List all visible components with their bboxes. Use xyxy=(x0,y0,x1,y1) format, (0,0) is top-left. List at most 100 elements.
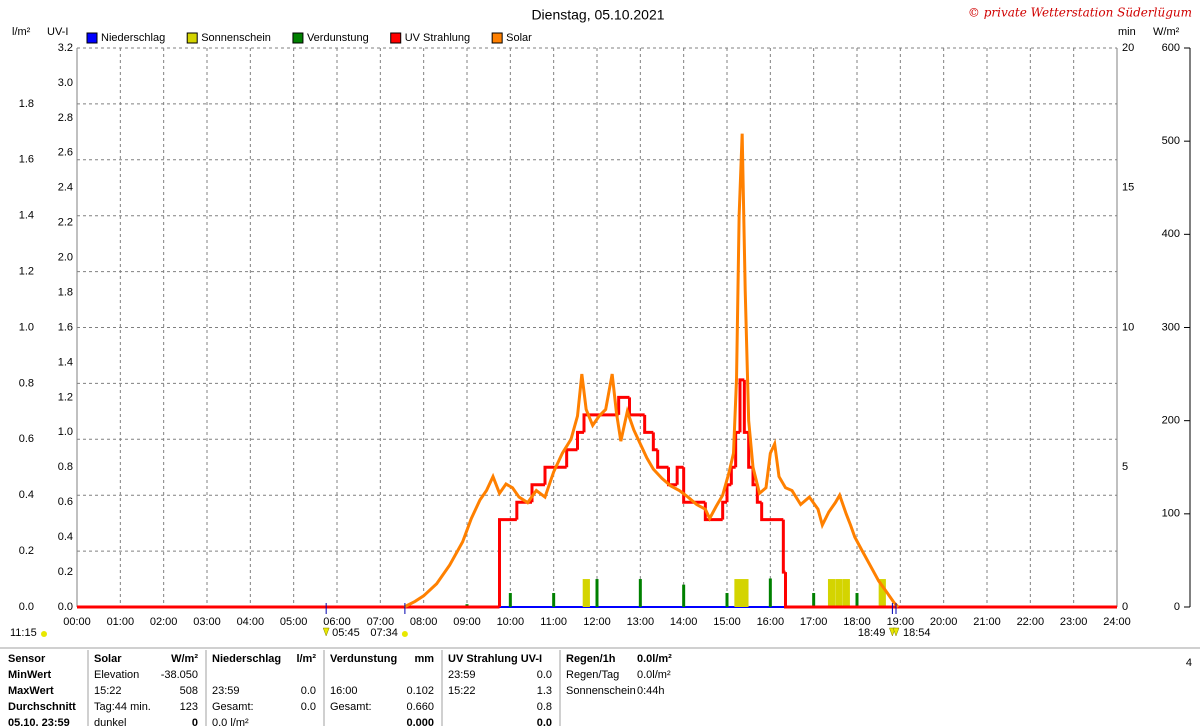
y-tick-label: 15 xyxy=(1122,182,1134,194)
table-cell: Tag:44 min. xyxy=(94,701,151,713)
table-cell: Gesamt: xyxy=(330,701,372,713)
axis-label: W/m² xyxy=(1153,26,1180,38)
x-tick-label: 22:00 xyxy=(1017,616,1045,628)
y-tick-label: 0.0 xyxy=(19,601,34,613)
table-cell: Elevation xyxy=(94,669,139,681)
table-cell: UV Strahlung UV-I xyxy=(448,653,542,665)
sun-time: 18:49 xyxy=(858,627,886,639)
uv-step xyxy=(781,519,786,574)
x-tick-label: 00:00 xyxy=(63,616,91,628)
table-cell: 0.000 xyxy=(406,717,434,726)
table-cell: 23:59 xyxy=(448,669,476,681)
y-tick-label: 2.4 xyxy=(58,182,73,194)
uv-step xyxy=(656,449,669,469)
y-tick-label: 3.2 xyxy=(58,42,73,54)
uv-step xyxy=(682,467,706,504)
x-tick-label: 06:00 xyxy=(323,616,351,628)
x-tick-label: 15:00 xyxy=(713,616,741,628)
sunshine-bar xyxy=(835,579,843,607)
table-cell: 0.102 xyxy=(406,685,434,697)
sunshine-bar xyxy=(842,579,850,607)
y-tick-label: 200 xyxy=(1162,415,1180,427)
x-tick-label: 09:00 xyxy=(453,616,481,628)
uv-step xyxy=(721,500,727,520)
y-tick-label: 0.2 xyxy=(19,545,34,557)
x-tick-label: 21:00 xyxy=(973,616,1001,628)
legend-label: Sonnenschein xyxy=(201,32,271,44)
table-cell: Regen/Tag xyxy=(566,669,619,681)
table-cell: 0:44h xyxy=(637,685,665,697)
day-length: 11:15 xyxy=(10,627,37,639)
y-tick-label: 0.0 xyxy=(58,601,73,613)
x-tick-label: 01:00 xyxy=(107,616,135,628)
y-tick-label: 20 xyxy=(1122,42,1134,54)
table-cell: 0.0 xyxy=(301,701,316,713)
uv-step xyxy=(784,572,1117,609)
uv-step xyxy=(628,397,645,417)
table-cell: Verdunstung xyxy=(330,653,397,665)
uv-step xyxy=(760,502,784,522)
uv-step xyxy=(734,430,740,468)
y-tick-label: 3.0 xyxy=(58,77,73,89)
y-tick-label: 2.2 xyxy=(58,217,73,229)
x-tick-label: 08:00 xyxy=(410,616,438,628)
edge-label: 4 xyxy=(1186,657,1192,669)
y-tick-label: 0.6 xyxy=(58,496,73,508)
y-tick-label: 2.0 xyxy=(58,252,73,264)
table-cell: 1.3 xyxy=(537,685,552,697)
table-cell: 15:22 xyxy=(94,685,122,697)
table-cell: 0.0 xyxy=(301,685,316,697)
uv-step xyxy=(617,395,630,415)
watermark: © private Wetterstation Süderlügum xyxy=(968,6,1192,20)
uv-step xyxy=(725,483,732,503)
chart-title: Dienstag, 05.10.2021 xyxy=(531,7,664,23)
y-tick-label: 0.6 xyxy=(19,433,34,445)
table-cell: 0.660 xyxy=(406,701,434,713)
y-tick-label: 0.2 xyxy=(58,566,73,578)
legend-swatch xyxy=(390,32,402,44)
sun-time: 18:54 xyxy=(903,627,931,639)
y-tick-label: 400 xyxy=(1162,228,1180,240)
table-cell: 16:00 xyxy=(330,685,358,697)
y-tick-label: 0 xyxy=(1122,601,1128,613)
y-tick-label: 0.4 xyxy=(19,489,34,501)
series-line xyxy=(403,133,900,609)
axis-label: l/m² xyxy=(12,26,31,38)
x-tick-label: 17:00 xyxy=(800,616,828,628)
table-cell: l/m² xyxy=(296,653,316,665)
legend-label: Niederschlag xyxy=(101,32,165,44)
y-tick-label: 1.2 xyxy=(58,391,73,403)
sun-marker xyxy=(892,627,900,637)
x-tick-label: 18:00 xyxy=(843,616,871,628)
table-cell: -38.050 xyxy=(161,669,198,681)
y-tick-label: 1.2 xyxy=(19,266,34,278)
table-cell: 0.0 xyxy=(537,669,552,681)
table-cell: 05.10. 23:59 xyxy=(8,717,70,726)
table-cell: 23:59 xyxy=(212,685,240,697)
x-tick-label: 20:00 xyxy=(930,616,958,628)
legend-swatch xyxy=(86,32,98,44)
y-tick-label: 2.6 xyxy=(58,147,73,159)
y-tick-label: 1.6 xyxy=(58,321,73,333)
table-cell: 123 xyxy=(180,701,198,713)
uv-step xyxy=(675,465,684,485)
x-tick-label: 03:00 xyxy=(193,616,221,628)
y-tick-label: 0.8 xyxy=(58,461,73,473)
sunshine-bar xyxy=(878,579,886,607)
legend-label: Verdunstung xyxy=(307,32,369,44)
table-cell: 0.0 xyxy=(537,717,552,726)
axis-label: min xyxy=(1118,26,1136,38)
uv-step xyxy=(498,518,517,607)
y-tick-label: 500 xyxy=(1162,135,1180,147)
table-cell: MinWert xyxy=(8,669,52,681)
sunshine-bar xyxy=(741,579,749,607)
sunshine-bar xyxy=(734,579,742,607)
sunshine-bar xyxy=(827,579,836,607)
sun-time: 05:45 xyxy=(332,627,360,639)
legend-label: UV Strahlung xyxy=(405,32,470,44)
y-tick-label: 1.8 xyxy=(58,286,73,298)
table-cell: 0.0l/m² xyxy=(637,653,672,665)
y-tick-label: 5 xyxy=(1122,461,1128,473)
x-tick-label: 04:00 xyxy=(237,616,265,628)
uv-step xyxy=(643,414,654,434)
